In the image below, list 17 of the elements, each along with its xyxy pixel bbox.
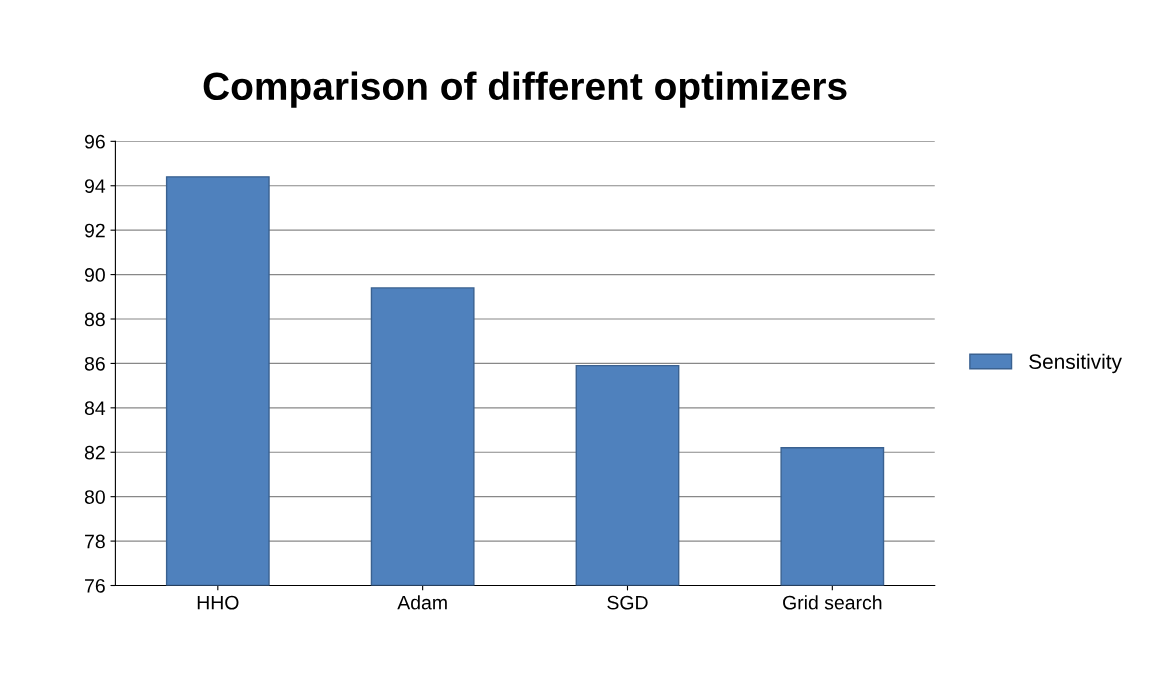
y-tick-label: 76 xyxy=(85,578,105,593)
x-tick-label: SGD xyxy=(607,595,648,610)
y-tick-label: 84 xyxy=(84,401,106,416)
x-tick-label: Grid search xyxy=(783,595,882,610)
chart-title: Comparison of different optimizers xyxy=(203,71,847,108)
legend-label: Sensitivity xyxy=(1029,353,1122,374)
y-tick-label: 82 xyxy=(84,445,105,460)
y-tick-label: 92 xyxy=(84,223,105,238)
y-tick-label: 94 xyxy=(84,179,106,193)
y-tick-label: 90 xyxy=(84,268,105,282)
y-tick-label: 96 xyxy=(84,134,105,149)
y-tick-label: 80 xyxy=(84,490,105,504)
y-tick-label: 88 xyxy=(84,312,105,327)
x-tick-label: HHO xyxy=(197,595,239,610)
x-tick-label: Adam xyxy=(397,595,447,610)
y-tick-label: 78 xyxy=(85,534,105,549)
y-tick-label: 86 xyxy=(84,356,105,371)
